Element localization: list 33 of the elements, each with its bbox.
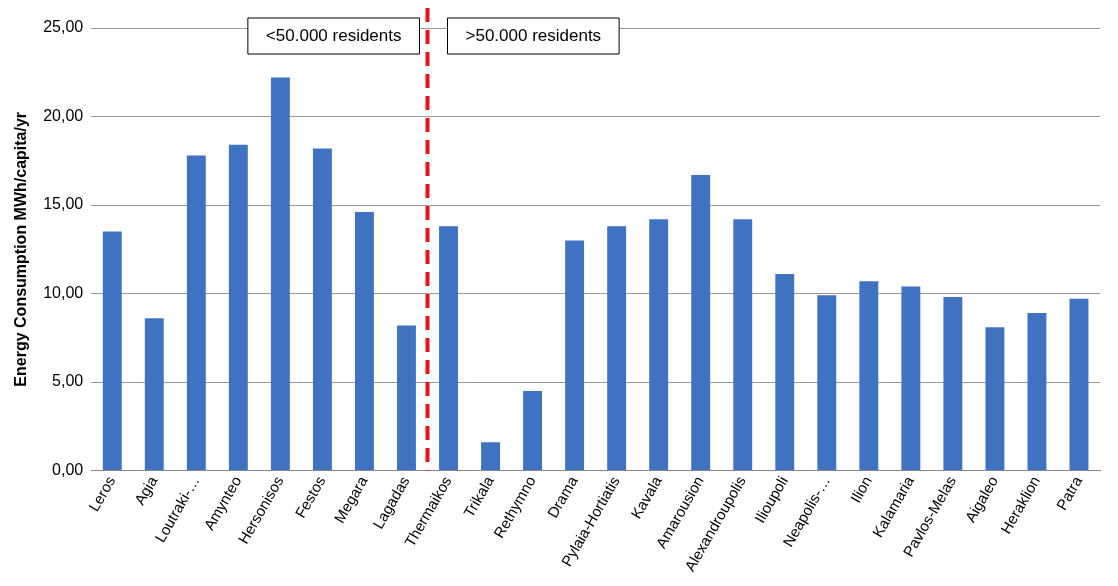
bar [1069, 298, 1089, 471]
bar [354, 212, 374, 471]
bar [397, 325, 416, 471]
annotation: >50.000 residents [465, 25, 602, 45]
bar [943, 297, 963, 471]
bar [186, 155, 206, 471]
bar [691, 174, 711, 471]
y-tick-label: 15,00 [43, 195, 84, 213]
bar [102, 231, 122, 471]
y-tick-label: 20,00 [43, 106, 84, 124]
y-tick-label: 25,00 [43, 18, 84, 36]
bar [228, 144, 248, 471]
bar [312, 148, 332, 471]
bar [901, 286, 921, 471]
y-tick-label: 0,00 [52, 460, 84, 478]
bar [775, 274, 795, 471]
bar [859, 281, 879, 471]
bar [523, 390, 543, 471]
bar [439, 226, 458, 471]
bar [649, 219, 669, 471]
annotation: <50.000 residents [265, 25, 402, 45]
bar [144, 318, 164, 471]
y-tick-label: 5,00 [52, 372, 84, 390]
bar [565, 240, 585, 471]
bar [985, 327, 1005, 471]
bar [607, 226, 627, 471]
bar [270, 77, 290, 471]
y-tick-label: 10,00 [43, 283, 84, 301]
y-axis-title: Energy Consumption MWh/capita/yr [12, 111, 30, 387]
bar [1027, 313, 1047, 471]
bar [817, 295, 837, 471]
bar [481, 442, 500, 471]
bar [733, 219, 753, 471]
